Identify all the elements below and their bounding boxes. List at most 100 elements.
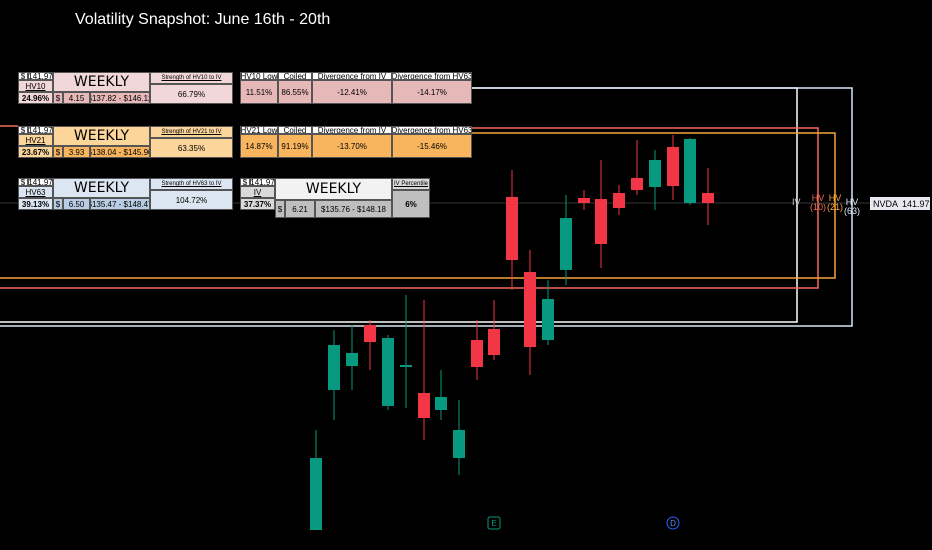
hv10-label-a: HV xyxy=(811,193,825,203)
label: HV10 xyxy=(18,80,53,92)
candle-body xyxy=(328,345,340,390)
label: IV xyxy=(240,186,275,198)
candle-body xyxy=(631,178,643,190)
stat: 91.19% xyxy=(278,134,312,158)
candle-body xyxy=(649,160,661,187)
ticker-price: 141.97 xyxy=(902,199,930,209)
stat-header: HV10 Low xyxy=(240,72,278,80)
label: HV21 xyxy=(18,134,53,146)
strength-header: Strength of HV21 to IV xyxy=(150,126,233,138)
hv21-label-b: (21) xyxy=(826,202,843,212)
value: 39.13% xyxy=(18,198,53,210)
stat: 11.51% xyxy=(240,80,278,104)
value: 23.67% xyxy=(18,146,53,158)
candle-body xyxy=(488,329,500,355)
weekly: WEEKLY xyxy=(53,72,150,92)
stat: -15.46% xyxy=(392,134,472,158)
price: 141.97 xyxy=(28,126,53,134)
candle-body xyxy=(595,199,607,244)
candle-body xyxy=(524,272,536,347)
move: 3.93 xyxy=(63,146,90,158)
value: 37.37% xyxy=(240,198,275,210)
stat-header: Coiled xyxy=(278,126,312,134)
stat: 14.87% xyxy=(240,134,278,158)
candle-body xyxy=(560,218,572,270)
candle-body xyxy=(418,393,430,418)
dividend-marker-box xyxy=(666,516,680,530)
stat-header: Divergence from HV63 xyxy=(392,72,472,80)
price: 141.97 xyxy=(250,178,275,186)
stat-header: Coiled xyxy=(278,72,312,80)
move: 6.21 xyxy=(285,200,315,218)
range: $135.47 - $148.47 xyxy=(90,198,150,210)
weekly: WEEKLY xyxy=(53,126,150,146)
ticker-box xyxy=(870,197,930,210)
candle-body xyxy=(684,139,696,203)
stat: -13.70% xyxy=(312,134,392,158)
candle-body xyxy=(702,193,714,203)
range: $137.82 - $146.12 xyxy=(90,92,150,104)
strength: 66.79% xyxy=(150,84,233,104)
move: 6.50 xyxy=(63,198,90,210)
hv10-label: HV (10) xyxy=(808,194,828,212)
stat-header: HV21 Low xyxy=(240,126,278,134)
percentile: 6% xyxy=(392,190,430,218)
stat: -12.41% xyxy=(312,80,392,104)
strength-header: Strength of HV63 to IV xyxy=(150,178,233,190)
strength-header: Strength of HV10 to IV xyxy=(150,72,233,84)
hv63-label-a: HV xyxy=(845,197,859,207)
candle-body xyxy=(346,353,358,366)
level-lines xyxy=(0,87,853,327)
hv21-label: HV (21) xyxy=(825,194,845,212)
candles xyxy=(310,135,714,530)
candle-body xyxy=(453,430,465,458)
stat-header: Divergence from IV xyxy=(312,72,392,80)
move-sign: $ xyxy=(53,146,63,158)
event-marker-box xyxy=(487,516,501,530)
candle-body xyxy=(506,197,518,260)
ticker-symbol: NVDA xyxy=(873,199,898,209)
range: $138.04 - $145.90 xyxy=(90,146,150,158)
stat-header: Divergence from IV xyxy=(312,126,392,134)
move-sign: $ xyxy=(53,92,63,104)
dividend-marker: D xyxy=(670,519,676,528)
weekly: WEEKLY xyxy=(275,178,392,200)
title: Volatility Snapshot: June 16th - 20th xyxy=(75,11,330,28)
candle-body xyxy=(364,325,376,342)
candle-body xyxy=(667,147,679,186)
range: $135.76 - $148.18 xyxy=(315,200,392,218)
hv21-label-a: HV xyxy=(828,193,842,203)
price-sign: $ xyxy=(18,178,28,186)
stat-header: Divergence from HV63 xyxy=(392,126,472,134)
price-sign: $ xyxy=(240,178,250,186)
move-sign: $ xyxy=(53,198,63,210)
hv63-label: HV (63) xyxy=(842,198,862,216)
percentile-header: IV Percentile xyxy=(392,178,430,190)
price-sign: $ xyxy=(18,72,28,80)
iv-label: IV xyxy=(792,197,801,207)
event-marker: E xyxy=(491,519,496,528)
stat: 86.55% xyxy=(278,80,312,104)
label: HV63 xyxy=(18,186,53,198)
candle-body xyxy=(613,193,625,208)
candle-body xyxy=(382,338,394,406)
candle-body xyxy=(542,299,554,340)
move-sign: $ xyxy=(275,200,285,218)
hv10-label-b: (10) xyxy=(809,202,826,212)
strength: 63.35% xyxy=(150,138,233,158)
stat: -14.17% xyxy=(392,80,472,104)
weekly: WEEKLY xyxy=(53,178,150,198)
price-sign: $ xyxy=(18,126,28,134)
candle-body xyxy=(578,198,590,203)
price: 141.97 xyxy=(28,72,53,80)
candle-body xyxy=(400,365,412,367)
candle-body xyxy=(471,340,483,367)
candle-body xyxy=(435,397,447,410)
move: 4.15 xyxy=(63,92,90,104)
strength: 104.72% xyxy=(150,190,233,210)
value: 24.96% xyxy=(18,92,53,104)
candle-body xyxy=(310,458,322,530)
price: 141.97 xyxy=(28,178,53,186)
